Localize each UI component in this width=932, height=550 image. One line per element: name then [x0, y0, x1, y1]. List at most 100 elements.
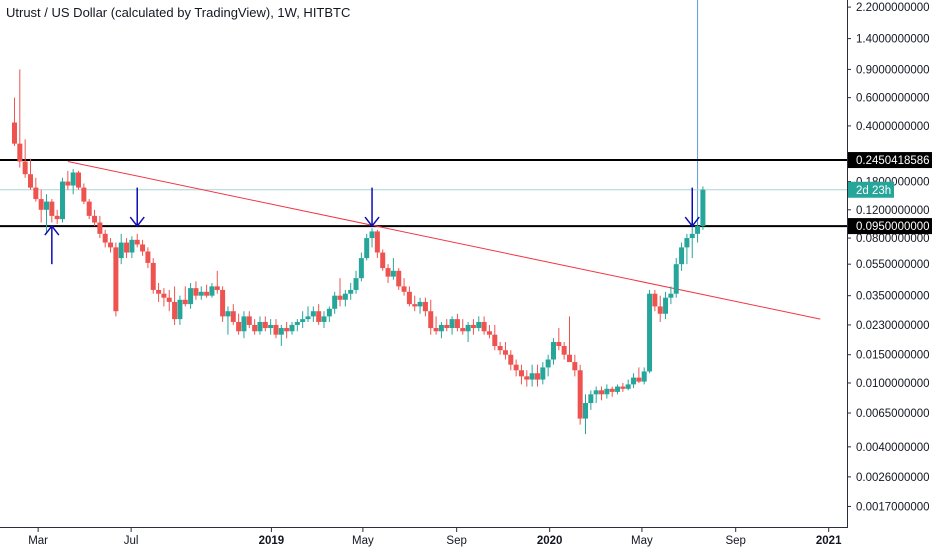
candle-body — [305, 316, 311, 320]
candle-body — [161, 293, 167, 298]
candle — [129, 236, 135, 259]
candle — [673, 258, 679, 298]
candle-body — [70, 172, 76, 186]
candle-body — [492, 334, 498, 347]
candle — [220, 286, 226, 322]
candle — [252, 319, 258, 335]
y-tick-label: 0.9000000000 — [856, 64, 930, 76]
candle-body — [524, 376, 530, 380]
candle — [529, 364, 535, 387]
candle-body — [401, 286, 407, 292]
candle — [518, 364, 524, 385]
y-tick-label: 0.0550000000 — [856, 259, 930, 271]
candle — [647, 289, 653, 374]
candle — [182, 286, 188, 307]
candle-body — [257, 321, 263, 332]
candle — [337, 278, 343, 307]
y-tick-label: 1.4000000000 — [856, 34, 930, 46]
candle-body — [241, 316, 247, 332]
candle-body — [593, 390, 599, 395]
candle — [54, 209, 60, 224]
candle-body — [337, 295, 343, 300]
candle-body — [65, 181, 71, 186]
candle-body — [300, 319, 306, 322]
candle-body — [204, 291, 210, 296]
candle — [561, 342, 567, 360]
candle-body — [129, 239, 135, 253]
candle — [102, 229, 108, 248]
candle-body — [695, 226, 701, 234]
candle-body — [657, 306, 663, 314]
countdown-label-bg — [848, 181, 894, 198]
candle-body — [326, 308, 332, 317]
candle-body — [513, 364, 519, 371]
candle-body — [689, 233, 695, 239]
y-tick-label: 0.6000000000 — [856, 93, 930, 105]
candle — [118, 233, 124, 265]
y-tick-label: 0.0350000000 — [856, 291, 930, 303]
candle-body — [550, 342, 556, 360]
x-tick-label: Sep — [725, 535, 745, 547]
candle — [657, 295, 663, 322]
candle — [497, 342, 503, 355]
candle-body — [60, 181, 66, 220]
x-tick-label: May — [631, 535, 653, 547]
candle-body — [124, 242, 130, 253]
candle — [236, 313, 242, 335]
candle — [460, 319, 466, 335]
candle-body — [460, 328, 466, 332]
candle — [358, 252, 364, 282]
candle-body — [433, 328, 439, 332]
arrow-head — [44, 224, 60, 236]
candle-body — [444, 324, 450, 329]
candle-body — [332, 295, 338, 309]
candle-body — [140, 244, 146, 252]
level-price-label-bg — [848, 218, 932, 235]
candle-body — [182, 299, 188, 305]
candle-body — [620, 386, 626, 389]
candle-body — [470, 324, 476, 329]
candle — [177, 295, 183, 325]
candle-body — [385, 268, 391, 277]
candle — [22, 139, 28, 178]
candle-body — [641, 371, 647, 382]
candle — [396, 268, 402, 290]
candle — [113, 242, 119, 317]
candle — [49, 199, 55, 223]
candle-body — [700, 189, 706, 227]
candle-body — [348, 289, 354, 294]
candle-body — [615, 386, 621, 392]
candle-body — [673, 264, 679, 294]
candle — [695, 222, 701, 243]
candle-body — [422, 301, 428, 312]
candle — [513, 359, 519, 377]
candle — [524, 370, 530, 387]
candle-body — [289, 324, 295, 332]
candle — [332, 291, 338, 314]
candle — [326, 306, 332, 322]
candle — [470, 319, 476, 335]
candle — [214, 270, 220, 294]
candle — [204, 284, 210, 298]
candle-body — [556, 342, 562, 347]
candle — [161, 288, 167, 307]
y-tick-label: 0.0230000000 — [856, 320, 930, 332]
candle — [262, 316, 268, 332]
candle-body — [214, 286, 220, 290]
arrow-annotation — [44, 224, 60, 265]
candle — [401, 278, 407, 296]
candle-body — [508, 354, 514, 365]
candle — [599, 386, 605, 401]
candle-body — [11, 122, 17, 144]
candle — [679, 242, 685, 271]
candle — [166, 289, 172, 312]
candle — [76, 170, 82, 190]
x-tick-label: 2021 — [816, 535, 842, 547]
candle — [577, 364, 583, 425]
candle — [684, 233, 690, 265]
candle-body — [236, 321, 242, 332]
candle — [321, 311, 327, 329]
candle-body — [545, 359, 551, 368]
candle-body — [246, 316, 252, 325]
